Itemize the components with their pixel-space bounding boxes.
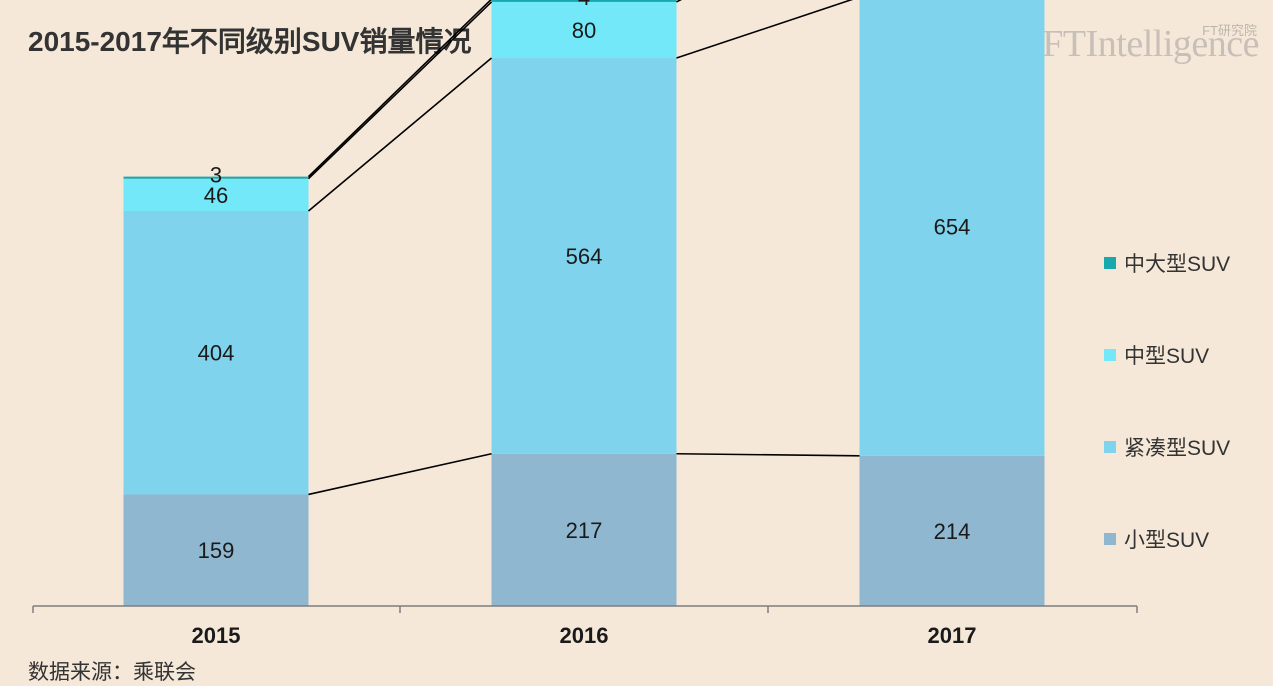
- legend-label: 小型SUV: [1124, 529, 1210, 552]
- series-line-中型SUV-1: [676, 0, 682, 3]
- bar-2015-小型SUV: [123, 494, 309, 606]
- data-label-2016-中大型SUV: 4: [578, 0, 590, 10]
- bar-2015-中型SUV: [123, 178, 309, 211]
- legend-label: 中型SUV: [1124, 345, 1210, 368]
- bar-2017-紧凑型SUV: [859, 0, 1045, 456]
- x-tick-label-2017: 2017: [928, 623, 977, 648]
- data-source-note: 数据来源：乘联会: [28, 661, 196, 684]
- legend-swatch: [1104, 533, 1116, 545]
- bar-2016-中大型SUV: [491, 0, 677, 2]
- data-label-2016-小型SUV: 217: [566, 518, 603, 543]
- legend-label: 中大型SUV: [1124, 253, 1231, 276]
- chart-title: 2015-2017年不同级别SUV销量情况: [28, 26, 472, 57]
- series-line-紧凑型SUV-0: [307, 57, 493, 212]
- x-tick-label-2015: 2015: [192, 623, 241, 648]
- series-line-小型SUV-1: [676, 452, 860, 457]
- legend-swatch: [1104, 441, 1116, 453]
- bar-2015-紧凑型SUV: [123, 210, 309, 495]
- series-line-紧凑型SUV-1: [676, 0, 854, 59]
- legend-item-中型SUV: 中型SUV: [1104, 340, 1209, 370]
- data-label-2017-小型SUV: 214: [934, 519, 971, 544]
- logo-subtitle: FT研究院: [1202, 23, 1257, 38]
- data-label-2015-紧凑型SUV: 404: [198, 341, 235, 366]
- series-line-小型SUV-0: [308, 452, 492, 496]
- bar-2015-中大型SUV: [123, 176, 309, 179]
- ft-intelligence-logo: FT研究院 FTIntelligence: [1042, 22, 1259, 66]
- bar-2017-小型SUV: [859, 455, 1045, 606]
- legend-item-紧凑型SUV: 紧凑型SUV: [1104, 432, 1230, 462]
- data-label-2016-中型SUV: 80: [572, 18, 596, 43]
- x-tick-label-2016: 2016: [560, 623, 609, 648]
- data-label-2015-中型SUV: 46: [204, 183, 228, 208]
- bar-2016-小型SUV: [491, 453, 677, 606]
- logo-wordmark: FTIntelligence: [1042, 23, 1259, 65]
- data-label-2015-中大型SUV: 3: [210, 163, 222, 188]
- legend-item-中大型SUV: 中大型SUV: [1104, 248, 1230, 278]
- legend-label: 紧凑型SUV: [1124, 437, 1231, 460]
- data-label-2015-小型SUV: 159: [198, 538, 235, 563]
- legend-swatch: [1104, 257, 1116, 269]
- data-label-2016-紧凑型SUV: 564: [566, 244, 603, 269]
- bar-2016-紧凑型SUV: [491, 58, 677, 454]
- legend-item-小型SUV: 小型SUV: [1104, 524, 1209, 554]
- series-line-中型SUV-0: [307, 1, 493, 180]
- legend-swatch: [1104, 349, 1116, 361]
- series-line-中大型SUV-0: [307, 0, 492, 178]
- bar-2016-中型SUV: [491, 1, 677, 59]
- data-label-2017-紧凑型SUV: 654: [934, 214, 971, 239]
